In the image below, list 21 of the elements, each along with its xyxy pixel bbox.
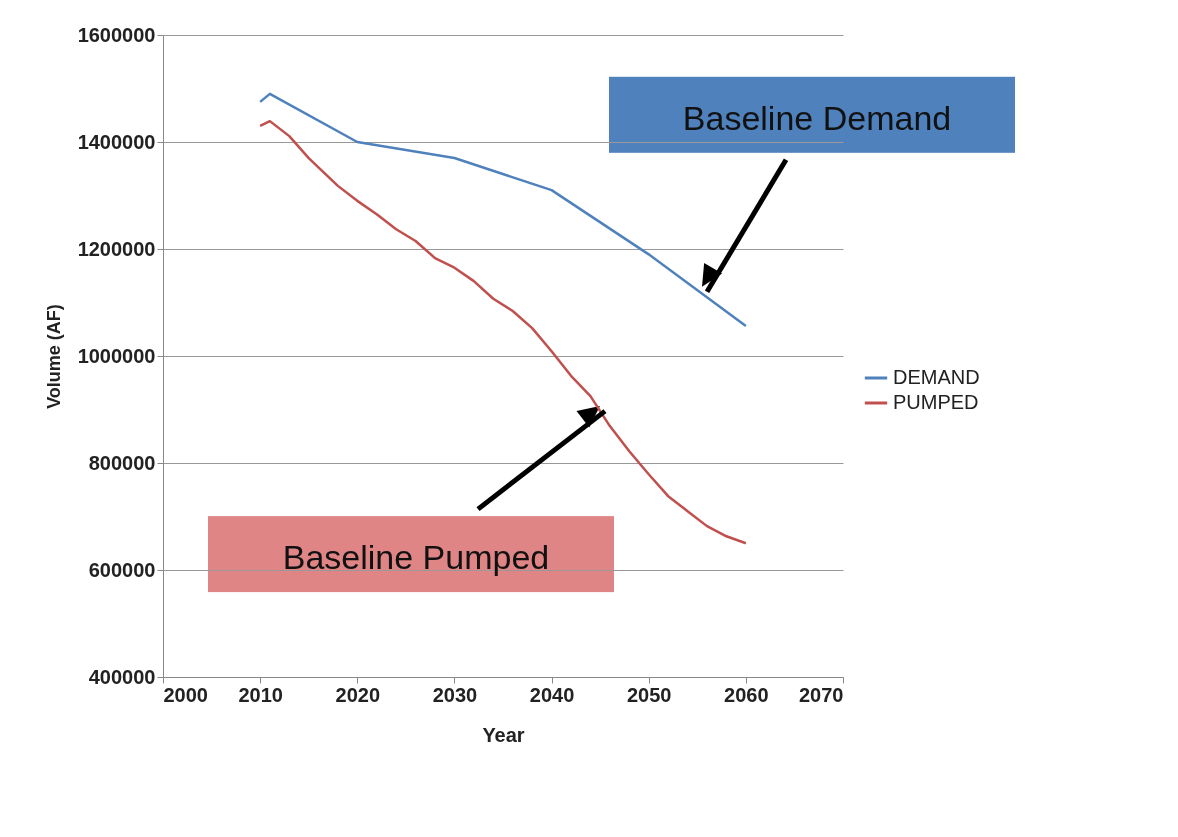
x-tick-label: 2000: [163, 683, 208, 706]
y-tick-label: 1600000: [77, 23, 156, 46]
legend-label: PUMPED: [893, 391, 979, 413]
y-axis-title: Volume (AF): [43, 304, 64, 409]
x-tick-label: 2030: [432, 683, 478, 706]
legend-label: DEMAND: [893, 366, 980, 388]
y-tick-label: 600000: [88, 558, 156, 581]
x-axis-title: Year: [482, 723, 525, 746]
y-tick-label: 400000: [88, 665, 156, 688]
x-tick-label: 2020: [335, 683, 381, 706]
x-tick-label: 2010: [238, 683, 283, 706]
y-tick-label: 1000000: [77, 344, 156, 367]
annotation: Baseline Pumped: [282, 538, 550, 577]
annotation: Baseline Demand: [682, 98, 952, 137]
y-tick-label: 1200000: [77, 237, 156, 260]
x-tick-label: 2040: [529, 683, 575, 706]
y-tick-label: 800000: [88, 451, 156, 474]
x-tick-label: 2070: [799, 683, 844, 706]
x-tick-label: 2050: [626, 683, 672, 706]
x-tick-label: 2060: [724, 683, 769, 706]
y-tick-label: 1400000: [77, 130, 156, 153]
